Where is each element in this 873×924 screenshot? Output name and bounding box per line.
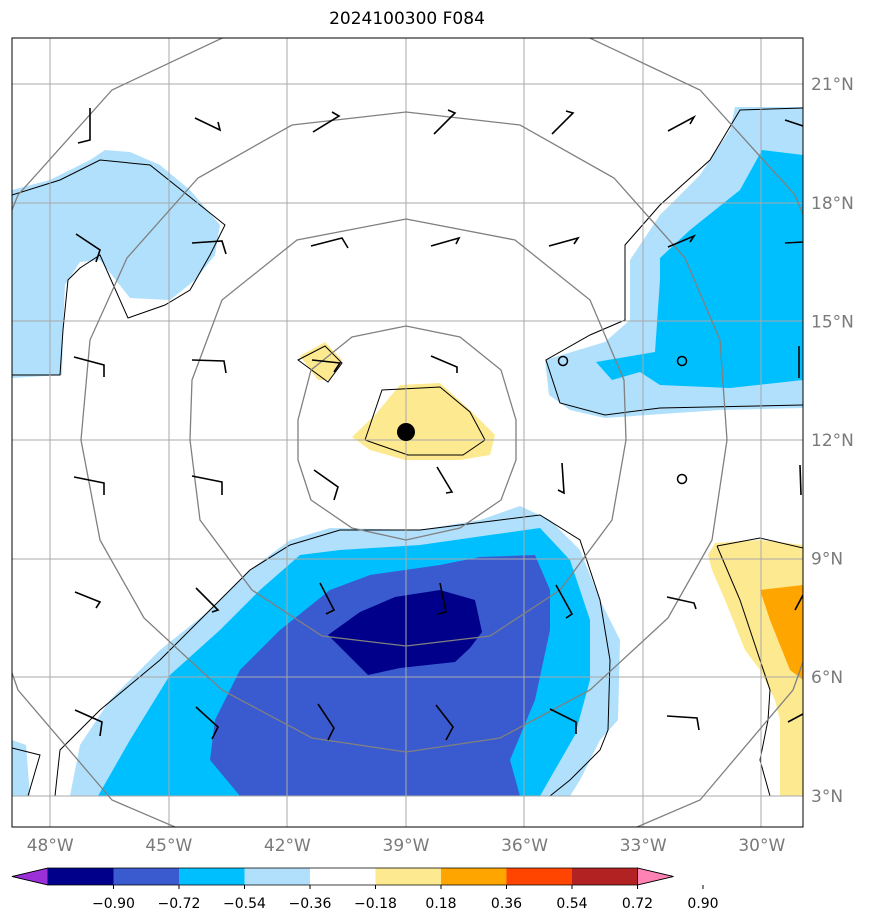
wind-barb (437, 582, 447, 615)
wind-barb (667, 114, 697, 132)
colorbar-segment (441, 868, 507, 885)
center-positive-area (352, 383, 495, 460)
wind-barb (784, 119, 803, 127)
colorbar-segment (572, 868, 638, 885)
wind-barb (435, 704, 454, 741)
colorbar-segment (113, 868, 179, 885)
wind-barb (557, 462, 565, 495)
longitude-label: 33°W (620, 836, 667, 856)
colorbar-tick-label: −0.36 (289, 896, 332, 912)
colorbar (11, 867, 674, 886)
colorbar-tick-label: 0.90 (687, 896, 718, 912)
wind-barb (549, 708, 577, 734)
calm-circle (676, 473, 688, 485)
calm-circle (557, 355, 569, 367)
wind-barb (784, 241, 803, 244)
colorbar-tick-label: 0.72 (622, 896, 653, 912)
wind-barb (319, 582, 336, 615)
wind-barb (312, 111, 341, 133)
south-strong-negative-area (328, 590, 482, 675)
wind-barb (787, 713, 803, 723)
wind-barb (430, 236, 461, 247)
latitude-label: 18°N (811, 194, 854, 214)
colorbar-tick-label: −0.90 (92, 896, 135, 912)
longitude-label: 42°W (264, 836, 311, 856)
wind-barb (436, 466, 454, 494)
east-weak-positive-area (708, 540, 803, 796)
wind-barb (311, 359, 342, 373)
wind-barb (191, 240, 227, 255)
colorbar-tick-labels: −0.90 −0.72 −0.54 −0.36 −0.18 0.18 0.36 0.54 0.7… (92, 885, 719, 912)
wind-barb (667, 234, 697, 248)
wind-barb (195, 587, 220, 613)
wind-barbs (73, 108, 803, 741)
latitude-label: 21°N (811, 75, 854, 95)
wind-barb (74, 709, 103, 737)
latitude-label: 15°N (811, 312, 854, 332)
wind-barb (313, 469, 339, 501)
ne-negative-area (596, 150, 803, 388)
wind-barb (75, 233, 101, 263)
calm-wind-markers (557, 355, 688, 485)
colorbar-tick-label: 0.18 (425, 896, 456, 912)
longitude-label: 45°W (145, 836, 192, 856)
wind-barb (73, 476, 105, 495)
colorbar-segment (48, 868, 114, 885)
wind-barb (191, 475, 223, 495)
wind-barb (195, 706, 219, 740)
wind-barb (317, 703, 335, 741)
longitude-label: 36°W (501, 836, 548, 856)
wind-barb (310, 237, 349, 249)
colorbar-segment (179, 868, 245, 885)
colorbar-tick-label: 0.54 (556, 896, 587, 912)
latitude-labels: 21°N 18°N 15°N 12°N 9°N 6°N 3°N (811, 75, 854, 807)
wind-barb (551, 110, 575, 135)
colorbar-segment (244, 868, 310, 885)
gridlines (12, 38, 803, 827)
wind-barb (191, 359, 227, 374)
longitude-label: 39°W (383, 836, 430, 856)
west-negative-area (12, 150, 220, 378)
wind-barb (194, 117, 222, 132)
wind-barb (666, 715, 700, 731)
wind-barb (74, 591, 102, 609)
wind-barb (433, 109, 457, 135)
map-title: 2024100300 F084 (329, 9, 485, 29)
calm-circle (676, 355, 688, 367)
wind-barb (548, 236, 580, 247)
colorbar-extend-low (11, 867, 49, 886)
colorbar-tick-label: 0.36 (491, 896, 522, 912)
latitude-label: 9°N (811, 550, 843, 570)
anomaly-fills (12, 107, 803, 796)
wind-barb (799, 464, 802, 496)
colorbar-tick-label: −0.18 (354, 896, 397, 912)
wind-barb (666, 596, 697, 610)
longitude-label: 48°W (27, 836, 74, 856)
colorbar-segment (310, 868, 376, 885)
wind-barb (555, 584, 574, 619)
south-weak-negative-area (12, 740, 30, 796)
colorbar-extend-high (637, 867, 674, 886)
east-positive-area (760, 585, 803, 680)
storm-center-marker (397, 423, 415, 441)
range-rings (12, 38, 803, 827)
wind-barb (794, 594, 803, 611)
plot-frame (11, 37, 804, 828)
wind-barb (430, 355, 458, 373)
colorbar-frame (11, 867, 674, 886)
longitude-label: 30°W (738, 836, 785, 856)
latitude-label: 3°N (811, 787, 843, 807)
contour-lines (12, 107, 803, 797)
colorbar-segment (375, 868, 441, 885)
latitude-label: 6°N (811, 668, 843, 688)
latitude-label: 12°N (811, 431, 854, 451)
wind-barb (77, 108, 91, 144)
colorbar-segment (506, 868, 572, 885)
wind-barb (73, 356, 105, 377)
longitude-labels: 48°W 45°W 42°W 39°W 36°W 33°W 30°W (27, 836, 786, 856)
colorbar-tick-label: −0.72 (158, 896, 201, 912)
colorbar-tick-label: −0.54 (223, 896, 266, 912)
